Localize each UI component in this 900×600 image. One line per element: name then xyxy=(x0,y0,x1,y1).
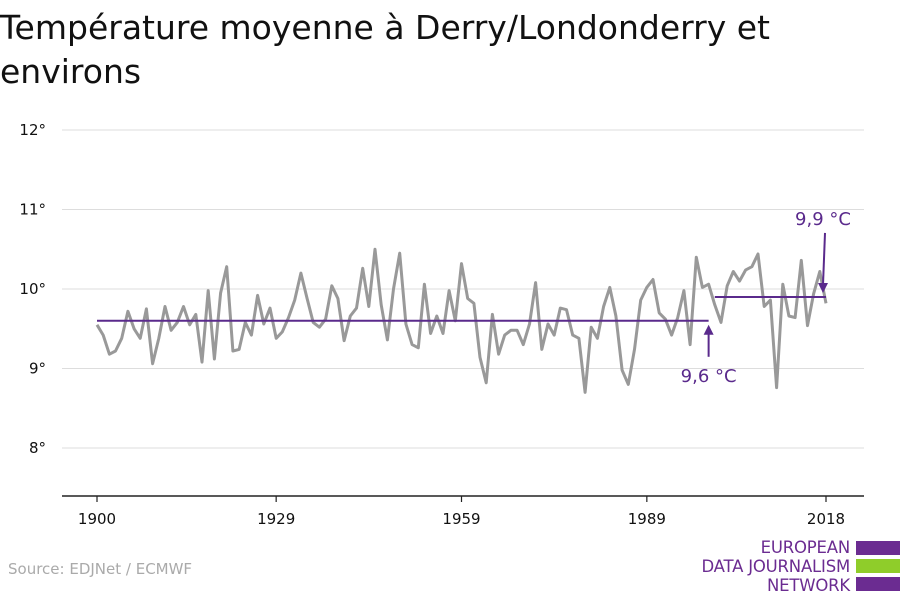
logo-bar-top xyxy=(856,541,900,555)
source-note: Source: EDJNet / ECMWF xyxy=(8,560,193,578)
x-tick-label: 1900 xyxy=(78,510,116,528)
average-label-1: 9,6 °C xyxy=(681,366,737,387)
x-axis xyxy=(62,495,864,502)
y-tick-label: 8° xyxy=(29,439,46,457)
annotation-arrowhead xyxy=(703,324,714,335)
x-tick-label: 2018 xyxy=(807,510,845,528)
y-tick-label: 11° xyxy=(19,201,46,219)
logo-line-1: EUROPEAN xyxy=(760,538,851,557)
logo-line-2: DATA JOURNALISM xyxy=(701,557,850,576)
x-tick-label: 1989 xyxy=(628,510,666,528)
logo-bar-middle xyxy=(856,559,900,573)
series-layer xyxy=(95,247,828,394)
temperature-series-line xyxy=(95,247,828,394)
annotation-layer: 9,6 °C 9,9 °C xyxy=(681,209,851,387)
y-axis-tick-labels: 8° 9° 10° 11° 12° xyxy=(19,121,46,457)
x-axis-tick-labels: 1900 1929 1959 1989 2018 xyxy=(78,510,845,528)
chart-title: Température moyenne à Derry/Londonderry … xyxy=(0,8,770,91)
annotation-arrow-shaft xyxy=(822,232,826,285)
y-tick-label: 12° xyxy=(19,121,46,139)
edjnet-logo[interactable]: EUROPEAN DATA JOURNALISM NETWORK xyxy=(700,538,900,596)
logo-text: EUROPEAN DATA JOURNALISM NETWORK xyxy=(701,538,850,595)
logo-line-3: NETWORK xyxy=(766,576,850,595)
x-tick-label: 1929 xyxy=(257,510,295,528)
average-layer xyxy=(97,295,826,322)
gridlines xyxy=(62,129,864,449)
logo-bar-bottom xyxy=(856,577,900,591)
annotation-arrowhead xyxy=(818,282,828,293)
y-tick-label: 10° xyxy=(19,280,46,298)
average-label-2: 9,9 °C xyxy=(795,209,851,230)
y-tick-label: 9° xyxy=(29,360,46,378)
x-tick-label: 1959 xyxy=(442,510,480,528)
